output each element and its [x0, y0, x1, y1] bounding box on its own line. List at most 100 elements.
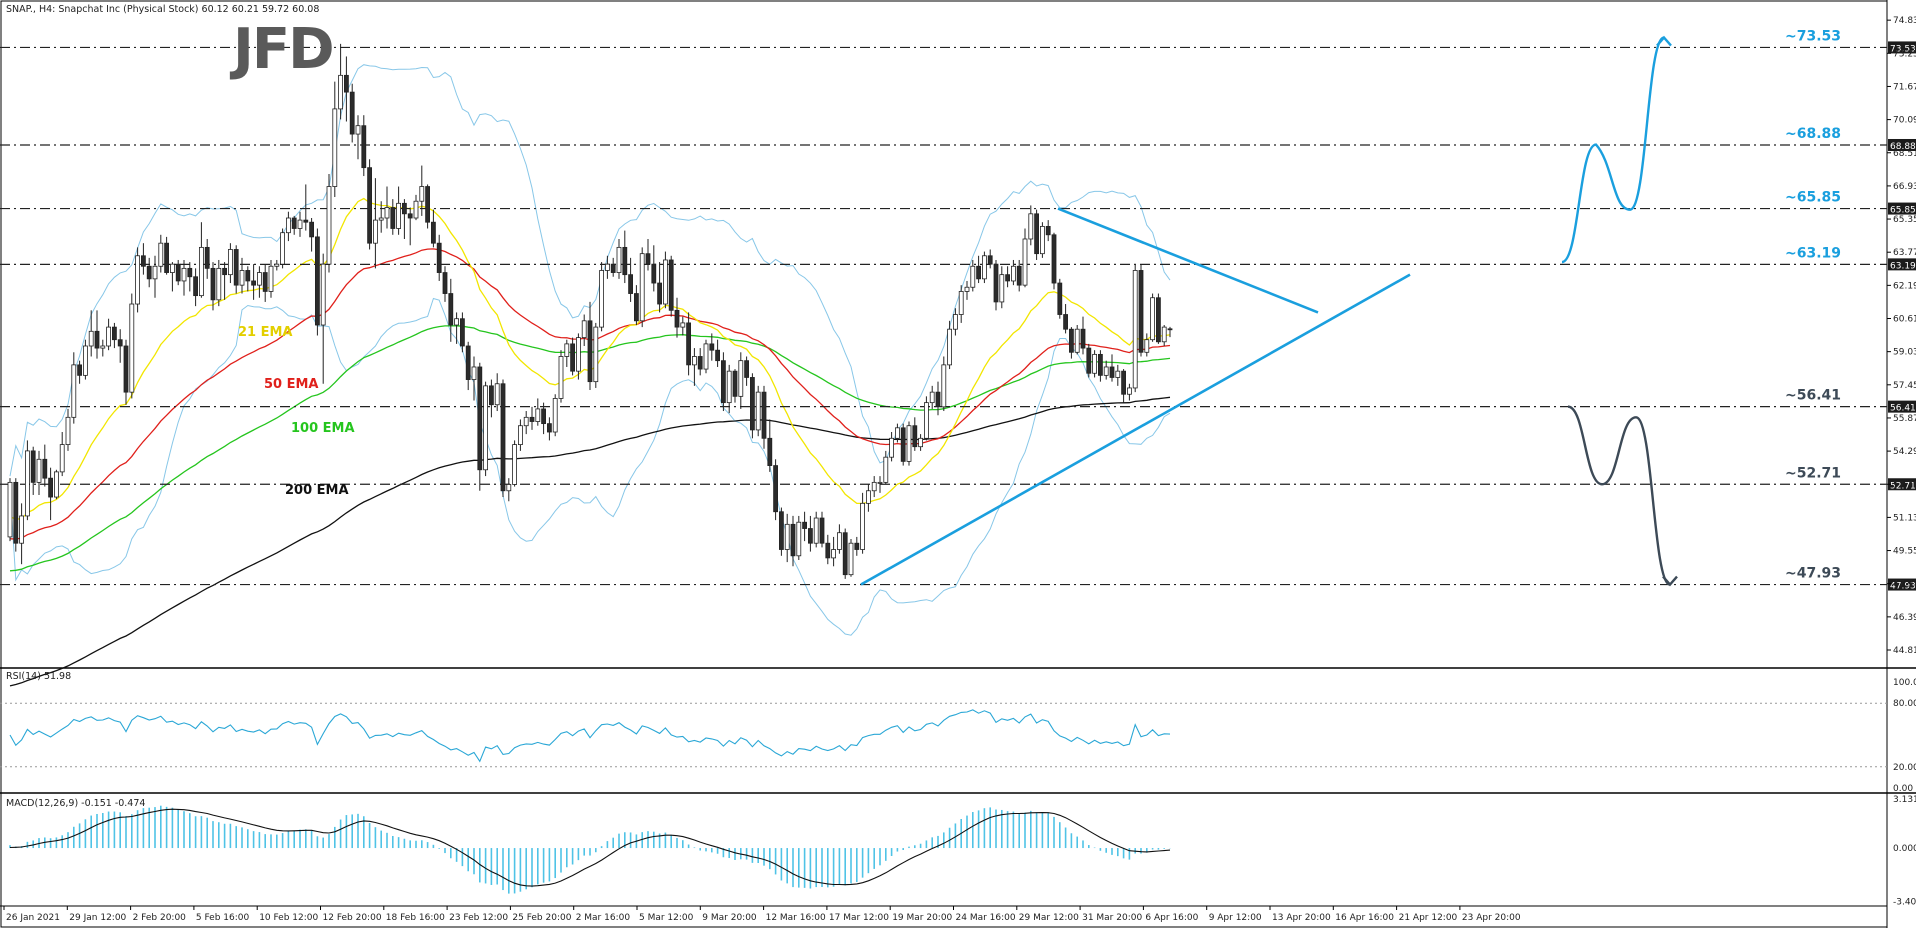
time-tick-label: 31 Mar 20:00 [1082, 913, 1142, 923]
candle-body [535, 408, 541, 422]
time-tick-label: 23 Feb 12:00 [449, 913, 508, 923]
candle-body [71, 364, 77, 418]
candle-body [129, 303, 135, 393]
candle-body [1040, 225, 1045, 255]
candle-body [1132, 270, 1138, 389]
candle-body [1074, 328, 1080, 353]
candle-body [605, 263, 610, 271]
candle-body [987, 255, 993, 265]
candle-body [889, 437, 894, 458]
level-label: ~52.71 [1785, 465, 1841, 481]
candle-body [297, 219, 303, 229]
price-tick-label: 73.25 [1893, 49, 1916, 59]
candle-body [7, 481, 13, 538]
candle-body [761, 391, 767, 439]
price-tick-label: 66.93 [1893, 182, 1916, 192]
candle-body [135, 255, 141, 305]
time-tick-label: 16 Apr 16:00 [1335, 913, 1394, 923]
ema21-label: 21 EMA [238, 325, 293, 340]
price-tick-label: 68.51 [1893, 149, 1916, 159]
candle-body [158, 242, 164, 267]
candle-body [65, 416, 71, 446]
candle-body [494, 383, 500, 406]
time-tick-label: 13 Apr 20:00 [1272, 913, 1331, 923]
candle-body [547, 423, 552, 433]
candle-body [169, 263, 175, 273]
candle-body [262, 272, 268, 292]
candle-body [964, 286, 970, 292]
macd-label: MACD(12,26,9) -0.151 -0.474 [6, 798, 145, 809]
candle-body [355, 125, 361, 135]
candle-body [784, 523, 790, 550]
candle-body [274, 263, 280, 267]
candle-body [1167, 328, 1173, 331]
candle-body [790, 523, 796, 557]
price-tag-text: 63.19 [1890, 261, 1916, 271]
candle-body [935, 391, 941, 408]
candle-body [924, 402, 929, 439]
candle-body [367, 167, 373, 244]
time-tick-label: 21 Apr 12:00 [1399, 913, 1458, 923]
candle-body [1057, 282, 1063, 315]
candle-body [1063, 314, 1068, 330]
candle-body [1022, 238, 1028, 286]
candle-body [703, 343, 709, 370]
candle-body [692, 356, 697, 366]
candle-body [477, 366, 483, 471]
candle-body [558, 356, 564, 399]
ema200-label: 200 EMA [285, 483, 349, 498]
candle-body [204, 246, 210, 269]
candle-body [663, 259, 668, 305]
level-label: ~65.85 [1785, 190, 1841, 206]
candle-body [1080, 328, 1086, 349]
candle-body [1103, 366, 1109, 376]
candle-body [187, 267, 193, 278]
candle-body [378, 217, 384, 221]
candle-body [860, 502, 865, 550]
candle-body [251, 280, 257, 286]
candle-body [912, 425, 918, 448]
candle-body [1045, 225, 1051, 236]
candle-body [413, 200, 419, 219]
rsi-tick-label: 100.00 [1893, 678, 1916, 688]
scenario-arrows [1561, 35, 1678, 587]
candle-body [175, 263, 181, 282]
candle-body [1150, 297, 1155, 341]
candle-body [419, 186, 425, 202]
candle-body [1127, 387, 1132, 395]
candle-body [1098, 353, 1103, 376]
time-tick-label: 18 Feb 16:00 [386, 913, 445, 923]
candle-body [680, 322, 686, 328]
candle-body [198, 246, 204, 297]
candle-body [436, 242, 442, 273]
price-tick-label: 46.39 [1893, 613, 1916, 623]
candle-body [361, 125, 367, 169]
candle-body [216, 267, 222, 301]
bullish-scenario-arrow [1561, 36, 1665, 264]
candle-body [372, 219, 378, 244]
candle-body [106, 326, 111, 347]
time-tick-label: 25 Feb 20:00 [512, 913, 571, 923]
price-tag [1888, 41, 1916, 54]
price-tag [1888, 400, 1916, 413]
rsi-tick-label: 20.00 [1893, 763, 1916, 773]
candle-body [488, 385, 494, 406]
candle-body [24, 450, 30, 517]
price-tick-label: 65.35 [1893, 215, 1916, 225]
candle-body [773, 465, 778, 513]
price-tick-label: 51.13 [1893, 513, 1916, 523]
time-tick-label: 9 Apr 12:00 [1209, 913, 1262, 923]
candle-body [837, 532, 842, 550]
candle-body [483, 385, 489, 471]
candle-body [674, 309, 680, 328]
candle-body [715, 349, 720, 362]
candle-body [1086, 347, 1092, 374]
candle-body [454, 318, 460, 326]
candle-body [750, 377, 755, 431]
candle-body [146, 265, 152, 280]
ema50-label: 50 EMA [264, 377, 319, 392]
candle-body [906, 425, 912, 462]
candle-body [1161, 326, 1167, 343]
